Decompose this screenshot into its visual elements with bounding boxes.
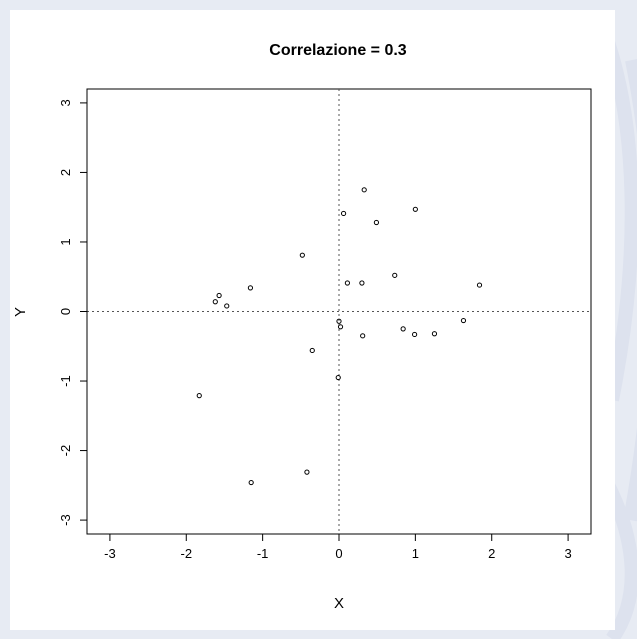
x-tick-label: -1 [257, 546, 269, 561]
y-tick-label: 3 [58, 99, 73, 106]
y-tick-label: 0 [58, 308, 73, 315]
scatter-point [340, 210, 347, 217]
chart-title: Correlazione = 0.3 [269, 42, 406, 59]
scatter-point [392, 272, 398, 278]
y-tick-label: -3 [58, 514, 73, 526]
scatter-point [336, 318, 342, 324]
scatter-chart: Correlazione = 0.3 -3 -2 -1 0 1 2 3 -3 -2 -1 0 1 2 3… [12, 42, 592, 612]
scatter-point [412, 206, 418, 212]
scatter-point [248, 479, 254, 486]
scatter-point [373, 219, 380, 226]
y-tick-label: -2 [58, 445, 73, 457]
x-tick-label: 3 [564, 546, 571, 561]
scatter-point [299, 252, 305, 258]
scatter-point [304, 469, 310, 475]
x-tick-label: 2 [488, 546, 495, 561]
y-tick-label: -1 [58, 375, 73, 387]
scatter-point [196, 393, 202, 399]
scatter-point [212, 299, 218, 305]
scatter-point [476, 282, 483, 288]
x-tick-label: -2 [180, 546, 192, 561]
scatter-point [344, 280, 350, 286]
scatter-point [224, 303, 230, 309]
y-axis-label: Y [12, 307, 29, 317]
x-axis: -3 -2 -1 0 1 2 3 [104, 533, 572, 561]
chart-panel: Correlazione = 0.3 -3 -2 -1 0 1 2 3 -3 -2 -1 0 1 2 3… [10, 10, 615, 630]
scatter-point [337, 324, 344, 330]
y-axis: -3 -2 -1 0 1 2 3 [58, 99, 88, 526]
x-tick-label: 0 [335, 546, 342, 561]
scatter-point [431, 331, 438, 337]
x-tick-label: -3 [104, 546, 116, 561]
reference-lines [87, 89, 591, 534]
y-tick-label: 2 [58, 169, 73, 176]
scatter-point [309, 347, 315, 354]
x-axis-label: X [334, 595, 344, 612]
scatter-point [359, 280, 365, 286]
y-tick-label: 1 [58, 238, 73, 245]
scatter-point [361, 187, 367, 193]
scatter-point [335, 374, 341, 381]
scatter-point [360, 333, 366, 339]
scatter-point [247, 285, 254, 291]
scatter-point [216, 292, 222, 299]
scatter-point [460, 317, 467, 324]
scatter-point [400, 326, 406, 332]
x-tick-label: 1 [412, 546, 419, 561]
scatter-point [412, 331, 418, 338]
scatter-points [196, 187, 483, 486]
